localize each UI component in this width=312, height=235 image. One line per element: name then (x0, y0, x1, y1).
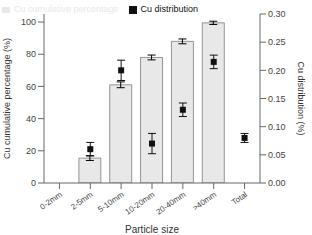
svg-text:Cu distribution (%): Cu distribution (%) (296, 61, 306, 135)
svg-text:40: 40 (26, 114, 36, 124)
svg-text:0.00: 0.00 (268, 178, 286, 188)
svg-text:0.10: 0.10 (268, 122, 286, 132)
svg-text:80: 80 (26, 49, 36, 59)
svg-text:Cu cumulative percentage (%): Cu cumulative percentage (%) (2, 38, 12, 159)
svg-text:0: 0 (31, 178, 36, 188)
svg-text:0-2mm: 0-2mm (38, 190, 64, 212)
svg-text:0.25: 0.25 (268, 37, 286, 47)
svg-text:20-40mm: 20-40mm (154, 190, 187, 217)
svg-text:20: 20 (26, 146, 36, 156)
svg-text:0.20: 0.20 (268, 66, 286, 76)
svg-text:Total: Total (230, 190, 249, 207)
svg-text:60: 60 (26, 82, 36, 92)
html-text:Cu cumulative percentage: Cu cumulative percentage (14, 4, 119, 14)
svg-text:10-20mm: 10-20mm (124, 190, 157, 217)
svg-text:2-5mm: 2-5mm (69, 190, 95, 212)
svg-text:Particle size: Particle size (125, 224, 179, 235)
svg-text:100: 100 (21, 17, 36, 27)
svg-text:>40mm: >40mm (191, 190, 218, 213)
html-text:Cu distribution: Cu distribution (140, 4, 199, 14)
svg-text:0.05: 0.05 (268, 150, 286, 160)
svg-text:0.15: 0.15 (268, 94, 286, 104)
svg-text:5-10mm: 5-10mm (96, 190, 125, 214)
svg-text:0.30: 0.30 (268, 9, 286, 19)
